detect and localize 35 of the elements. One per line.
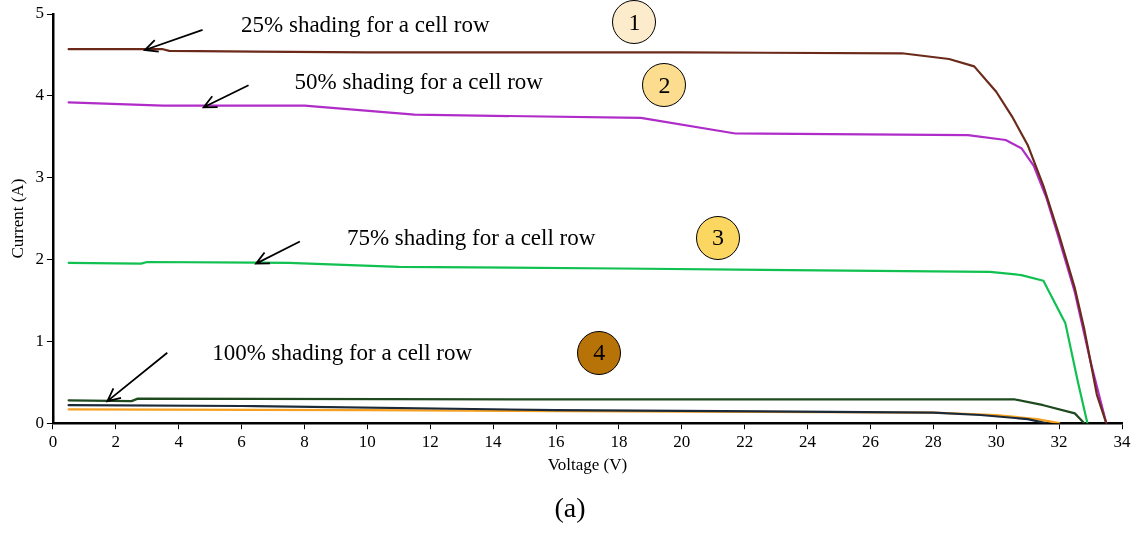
- x-tick-label: 32: [1050, 431, 1068, 451]
- y-tick-label: 0: [35, 412, 44, 432]
- y-tick-label: 2: [35, 248, 44, 268]
- annotation: 50% shading for a cell row: [294, 69, 543, 95]
- numbered-circle: 2: [642, 63, 687, 108]
- x-tick-label: 10: [358, 431, 376, 451]
- x-tick-label: 28: [924, 431, 942, 451]
- annotation: 25% shading for a cell row: [241, 12, 490, 38]
- annotation: 75% shading for a cell row: [346, 224, 596, 250]
- numbered-circle: 4: [577, 330, 622, 375]
- x-tick-label: 16: [547, 431, 565, 451]
- x-tick-label: 4: [174, 431, 184, 451]
- x-tick-label: 0: [48, 431, 58, 451]
- x-tick-label: 24: [799, 431, 817, 451]
- x-tick-label: 30: [987, 431, 1005, 451]
- y-tick-label: 1: [35, 330, 44, 350]
- x-tick-label: 34: [1113, 431, 1131, 451]
- x-tick-label: 14: [484, 431, 503, 451]
- x-tick-label: 20: [673, 431, 691, 451]
- numbered-circle: 3: [695, 215, 740, 260]
- x-tick-label: 22: [736, 431, 754, 451]
- y-axis-title: Current (A): [7, 178, 27, 259]
- x-tick-label: 6: [237, 431, 246, 451]
- annotation: 100% shading for a cell row: [212, 339, 473, 365]
- text: (a): [553, 492, 587, 524]
- numbered-circle: 1: [612, 0, 657, 45]
- x-tick-label: 26: [861, 431, 879, 451]
- x-tick-label: 18: [610, 431, 628, 451]
- y-tick-label: 5: [35, 3, 44, 23]
- x-axis-title: Voltage (V): [547, 455, 628, 475]
- x-tick-label: 8: [300, 431, 309, 451]
- y-tick-label: 3: [35, 167, 44, 187]
- x-tick-label: 12: [421, 431, 439, 451]
- x-tick-label: 2: [111, 431, 121, 451]
- y-tick-label: 4: [35, 85, 45, 105]
